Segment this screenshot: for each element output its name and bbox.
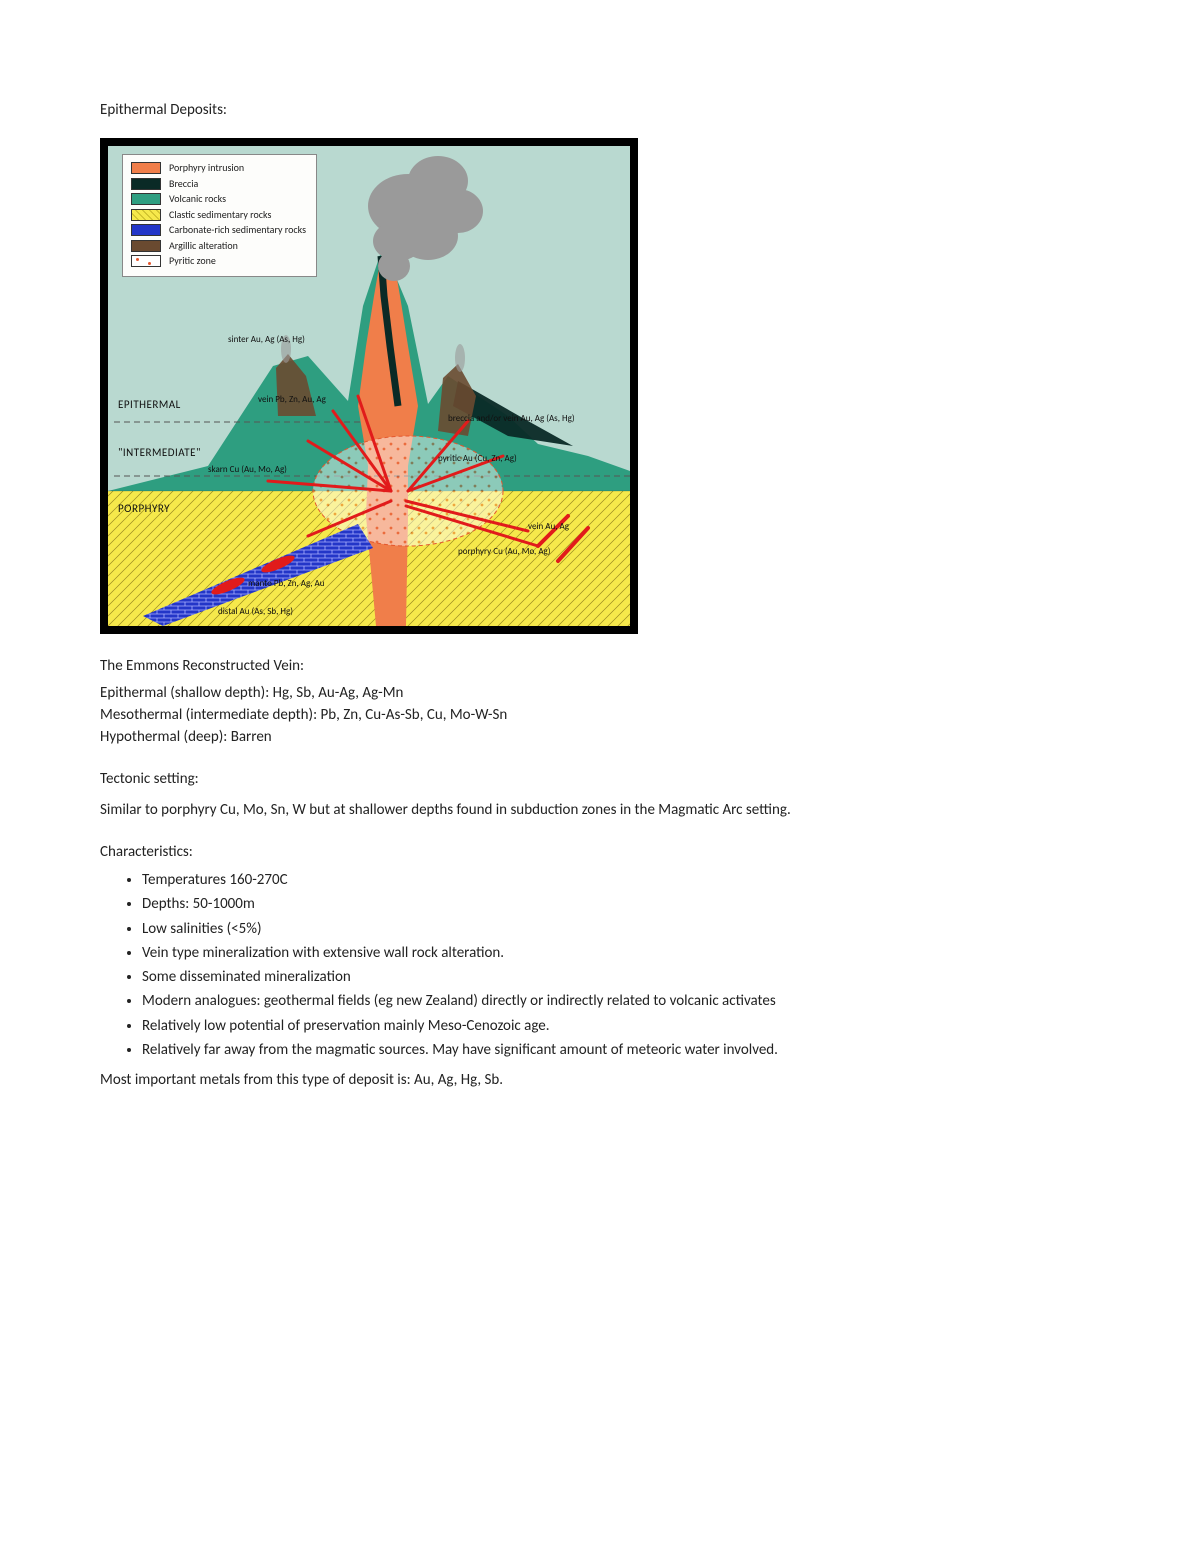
characteristics-list: Temperatures 160-270C Depths: 50-1000m L…: [142, 870, 1100, 1060]
legend-label: Breccia: [169, 177, 198, 191]
annot-porphyry-cu: porphyry Cu (Au, Mo, Ag): [458, 546, 551, 558]
annot-skarn: skarn Cu (Au, Mo, Ag): [208, 464, 287, 476]
list-item: Temperatures 160-270C: [142, 870, 1100, 890]
list-item: Modern analogues: geothermal fields (eg …: [142, 991, 1100, 1011]
zone-porphyry: PORPHYRY: [118, 502, 170, 517]
annot-vein-pb: vein Pb, Zn, Au, Ag: [258, 394, 326, 406]
legend: Porphyry intrusion Breccia Volcanic rock…: [122, 154, 317, 277]
legend-label: Argillic alteration: [169, 239, 238, 253]
emmons-hypo: Hypothermal (deep): Barren: [100, 727, 1100, 747]
list-item: Relatively far away from the magmatic so…: [142, 1040, 1100, 1060]
characteristics-heading: Characteristics:: [100, 842, 1100, 862]
list-item: Relatively low potential of preservation…: [142, 1016, 1100, 1036]
list-item: Depths: 50-1000m: [142, 894, 1100, 914]
list-item: Some disseminated mineralization: [142, 967, 1100, 987]
annot-manto: manto Pb, Zn, Ag, Au: [248, 578, 325, 590]
annot-vein-au: vein Au, Ag: [528, 521, 569, 533]
legend-label: Porphyry intrusion: [169, 161, 244, 175]
annot-distal: distal Au (As, Sb, Hg): [218, 606, 293, 618]
list-item: Low salinities (<5%): [142, 919, 1100, 939]
emmons-meso: Mesothermal (intermediate depth): Pb, Zn…: [100, 705, 1100, 725]
annot-sinter: sinter Au, Ag (As, Hg): [228, 334, 305, 346]
emmons-epi: Epithermal (shallow depth): Hg, Sb, Au-A…: [100, 683, 1100, 703]
zone-intermediate: "INTERMEDIATE": [118, 446, 201, 461]
footer-text: Most important metals from this type of …: [100, 1070, 1100, 1090]
emmons-heading: The Emmons Reconstructed Vein:: [100, 656, 1100, 676]
tectonic-body: Similar to porphyry Cu, Mo, Sn, W but at…: [100, 800, 1100, 820]
page-title: Epithermal Deposits:: [100, 100, 1100, 120]
annot-pyritic-au: pyritic Au (Cu, Zn, Ag): [438, 453, 517, 465]
legend-label: Pyritic zone: [169, 254, 216, 268]
legend-label: Carbonate-rich sedimentary rocks: [169, 223, 306, 237]
annot-breccia-vein: breccia and/or vein Au, Ag (As, Hg): [448, 414, 575, 423]
epithermal-diagram: Porphyry intrusion Breccia Volcanic rock…: [100, 138, 638, 634]
list-item: Vein type mineralization with extensive …: [142, 943, 1100, 963]
tectonic-heading: Tectonic setting:: [100, 769, 1100, 789]
legend-label: Volcanic rocks: [169, 192, 226, 206]
zone-epithermal: EPITHERMAL: [118, 398, 181, 413]
legend-label: Clastic sedimentary rocks: [169, 208, 271, 222]
